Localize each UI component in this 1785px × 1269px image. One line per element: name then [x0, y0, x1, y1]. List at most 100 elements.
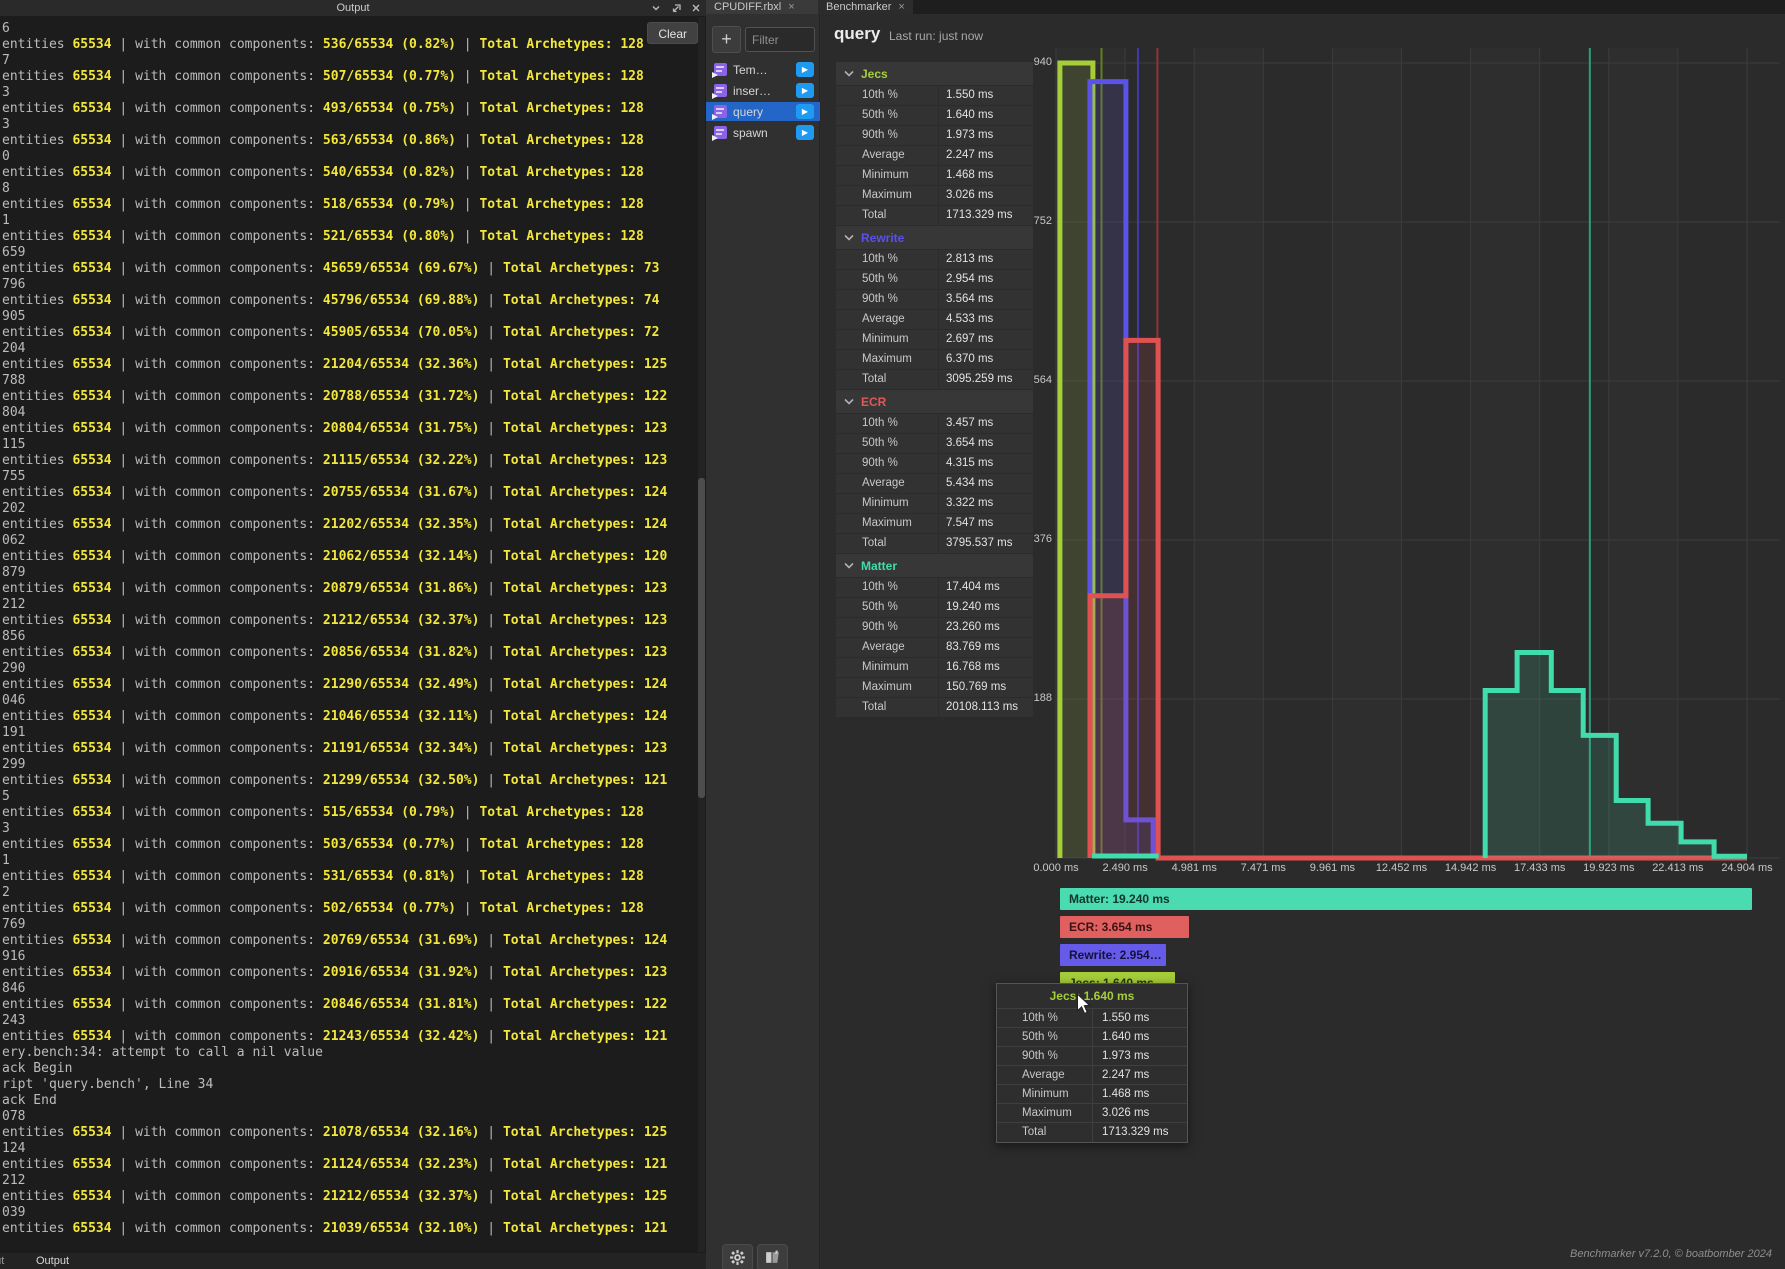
stat-row: Minimum 2.697 ms: [836, 330, 1033, 349]
tab-cpudiff-close-icon[interactable]: ×: [788, 1, 795, 13]
x-tick-label: 12.452 ms: [1375, 862, 1428, 874]
script-item-tem[interactable]: Tem… ▶: [706, 60, 820, 79]
stat-row: Total 20108.113 ms: [836, 698, 1033, 717]
stat-value: 3.654 ms: [939, 434, 1033, 453]
undock-icon[interactable]: [670, 2, 682, 14]
stat-label: Total: [836, 698, 938, 717]
console-line-wrap: 124: [2, 1141, 26, 1156]
output-bottom-tab[interactable]: Output: [36, 1255, 70, 1267]
tab-benchmarker-close-icon[interactable]: ×: [898, 1, 905, 13]
script-item-spawn[interactable]: spawn ▶: [706, 123, 820, 142]
console-line-wrap: 204: [2, 341, 26, 356]
stat-label: 10th %: [836, 86, 938, 105]
console-line-wrap: 299: [2, 757, 26, 772]
stat-row: Total 3795.537 ms: [836, 534, 1033, 553]
stat-value: 7.547 ms: [939, 514, 1033, 533]
x-tick-label: 22.413 ms: [1652, 862, 1704, 874]
run-benchmark-button[interactable]: ▶: [796, 83, 814, 98]
stat-value: 1.973 ms: [939, 126, 1033, 145]
tooltip-stat-value: 2.247 ms: [1102, 1069, 1150, 1081]
chevron-down-icon: [844, 70, 854, 77]
output-title: Output: [336, 2, 370, 14]
stat-row: 90th % 3.564 ms: [836, 290, 1033, 309]
stat-value: 2.954 ms: [939, 270, 1033, 289]
script-item-inser[interactable]: inser… ▶: [706, 81, 820, 100]
console-line: entities 65534 | with common components:…: [2, 613, 668, 628]
stats-table: Jecs 10th % 1.550 ms 50th % 1.640 ms 90th % 1.…: [836, 62, 1033, 718]
console-scrollbar-thumb[interactable]: [698, 478, 705, 798]
run-benchmark-button[interactable]: ▶: [796, 125, 814, 140]
console-line-wrap: 046: [2, 693, 26, 708]
console-line-wrap: 1: [2, 213, 10, 228]
stat-row: Maximum 7.547 ms: [836, 514, 1033, 533]
tooltip-stat-label: Total: [997, 1123, 1093, 1142]
console-line-wrap: 916: [2, 949, 26, 964]
stat-label: Maximum: [836, 514, 938, 533]
console-line: entities 65534 | with common components:…: [2, 1157, 668, 1172]
stat-label: 90th %: [836, 290, 938, 309]
run-benchmark-button[interactable]: ▶: [796, 62, 814, 77]
console-line: entities 65534 | with common components:…: [2, 37, 644, 52]
console-line-wrap: 5: [2, 789, 10, 804]
section-header-matter[interactable]: Matter: [836, 554, 1033, 577]
section-header-ecr[interactable]: ECR: [836, 390, 1033, 413]
stat-label: 10th %: [836, 414, 938, 433]
range-bar-matter[interactable]: Matter: 19.240 ms: [1060, 888, 1752, 910]
console-log[interactable]: 6 entities 65534 | with common components…: [0, 17, 697, 1253]
tab-cpudiff[interactable]: CPUDIFF.rbxl ×: [706, 0, 818, 14]
stat-label: Maximum: [836, 350, 938, 369]
console-line-wrap: 796: [2, 277, 26, 292]
section-header-rewrite[interactable]: Rewrite: [836, 226, 1033, 249]
tooltip-stat-label: 50th %: [997, 1028, 1093, 1046]
console-line: entities 65534 | with common components:…: [2, 325, 660, 340]
clear-button[interactable]: Clear: [647, 22, 698, 44]
console-line-wrap: 856: [2, 629, 26, 644]
range-bar-ecr[interactable]: ECR: 3.654 ms: [1060, 916, 1189, 938]
tooltip-stat-label: 90th %: [997, 1047, 1093, 1065]
stat-value: 1.640 ms: [939, 106, 1033, 125]
output-titlebar: Output: [0, 0, 706, 16]
tooltip-row: 90th % 1.973 ms: [997, 1047, 1187, 1066]
script-icon: [712, 84, 727, 99]
console-line: entities 65534 | with common components:…: [2, 197, 644, 212]
stat-value: 3.457 ms: [939, 414, 1033, 433]
tooltip-stat-value: 1.640 ms: [1102, 1031, 1150, 1043]
range-bar-rewrite[interactable]: Rewrite: 2.954…: [1060, 944, 1166, 966]
tooltip-header: Jecs: 1.640 ms: [997, 984, 1187, 1009]
console-line-wrap: 755: [2, 469, 26, 484]
docs-button[interactable]: [757, 1244, 788, 1269]
console-line-wrap: 212: [2, 597, 26, 612]
chevron-down-icon[interactable]: [650, 2, 662, 14]
close-icon[interactable]: [690, 2, 702, 14]
console-line-wrap: 8: [2, 181, 10, 196]
gear-icon: [730, 1250, 745, 1265]
console-line: entities 65534 | with common components:…: [2, 1029, 668, 1044]
stat-label: Average: [836, 474, 938, 493]
add-benchmark-button[interactable]: +: [712, 26, 741, 53]
section-header-jecs[interactable]: Jecs: [836, 62, 1033, 85]
stat-label: 90th %: [836, 618, 938, 637]
stat-value: 1.468 ms: [939, 166, 1033, 185]
bottom-tab-bar: tput Output: [0, 1253, 706, 1269]
console-line: entities 65534 | with common components:…: [2, 421, 668, 436]
x-tick-label: 0.000 ms: [1033, 862, 1079, 874]
tooltip-row: Total 1713.329 ms: [997, 1123, 1187, 1142]
stat-label: Minimum: [836, 166, 938, 185]
tooltip-stat-label: Minimum: [997, 1085, 1093, 1103]
clipped-tab-label[interactable]: tput: [0, 1255, 5, 1267]
console-line: entities 65534 | with common components:…: [2, 709, 668, 724]
tab-benchmarker[interactable]: Benchmarker ×: [818, 0, 913, 14]
stat-row: Minimum 3.322 ms: [836, 494, 1033, 513]
console-line-wrap: 212: [2, 1173, 26, 1188]
settings-button[interactable]: [722, 1244, 753, 1269]
tooltip-stat-value: 1.550 ms: [1102, 1012, 1150, 1024]
script-name: query: [733, 104, 764, 119]
run-benchmark-button[interactable]: ▶: [796, 104, 814, 119]
filter-input[interactable]: [745, 27, 815, 52]
histogram-chart[interactable]: [1020, 40, 1785, 866]
stat-label: Minimum: [836, 330, 938, 349]
benchmarker-panel: query Last run: just now Jecs 10th % 1.550…: [820, 14, 1785, 1269]
script-item-query[interactable]: query ▶: [706, 102, 820, 121]
console-line-wrap: 905: [2, 309, 26, 324]
console-line-wrap: 2: [2, 885, 10, 900]
